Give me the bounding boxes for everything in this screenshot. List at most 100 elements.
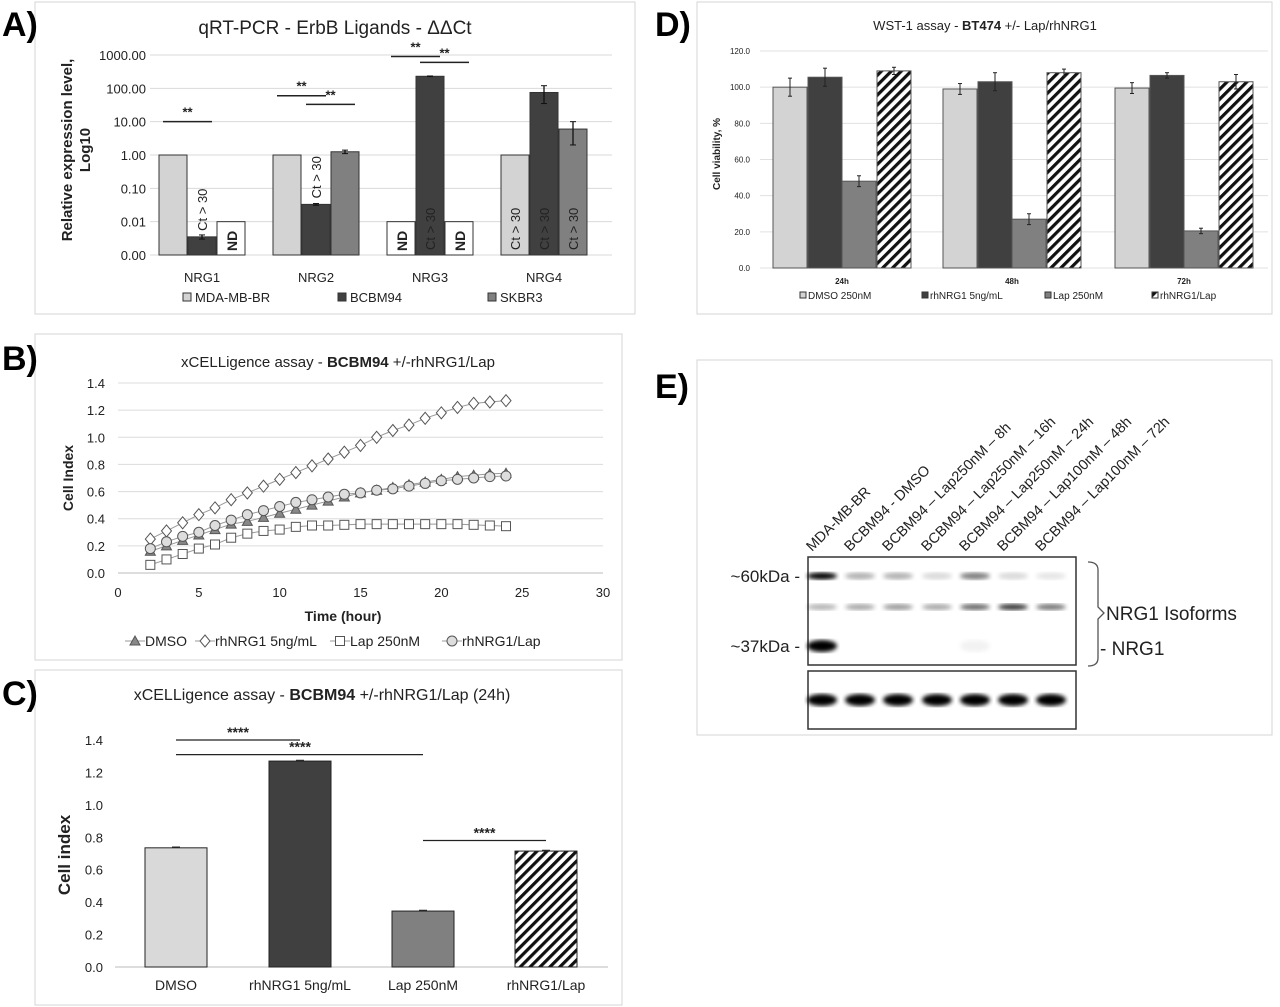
title-part: BCBM94 <box>327 354 389 371</box>
data-point-circle <box>419 477 431 489</box>
legend-marker <box>199 634 211 648</box>
legend-swatch <box>487 292 497 302</box>
marker-37kda: ~37kDa - <box>731 637 800 656</box>
x-tick-label: NRG2 <box>298 270 334 285</box>
band-loading-control <box>1036 694 1066 706</box>
data-point-circle <box>290 496 302 508</box>
data-point-circle <box>161 536 172 548</box>
legend-swatch <box>921 291 929 299</box>
x-tick-label: 24h <box>835 277 849 286</box>
significance-label: ** <box>182 105 193 120</box>
bar <box>876 70 912 269</box>
data-point-circle <box>387 483 399 495</box>
band-37kda <box>807 640 837 652</box>
y-axis-label-line: Log10 <box>77 128 94 172</box>
y-tick-label: 100.00 <box>106 81 146 96</box>
data-point-circle <box>177 530 189 542</box>
band-isoform <box>1036 604 1066 610</box>
legend-swatch <box>799 291 807 299</box>
y-tick-label: 120.0 <box>730 47 751 56</box>
data-point-diamond <box>241 486 253 500</box>
data-point-diamond <box>354 438 367 453</box>
legend-label: DMSO <box>145 633 187 649</box>
band-37kda <box>960 640 990 652</box>
data-point-triangle <box>257 511 270 522</box>
legend-label: BCBM94 <box>350 290 402 305</box>
nrg1-label: - NRG1 <box>1100 639 1164 660</box>
legend-label: rhNRG1/Lap <box>462 633 541 649</box>
legend-label: DMSO 250nM <box>808 291 871 302</box>
y-tick-label: 1.0 <box>87 430 105 445</box>
x-tick-label: DMSO <box>155 977 197 993</box>
legend-marker <box>129 634 141 646</box>
y-tick-label: 0.4 <box>85 895 103 910</box>
data-point-circle <box>435 475 447 487</box>
data-point-square <box>258 525 269 536</box>
data-point-circle <box>241 509 253 521</box>
significance-label: ** <box>296 79 307 94</box>
legend-swatch <box>1151 291 1159 299</box>
data-point-diamond <box>371 430 383 445</box>
bar <box>942 88 978 269</box>
y-tick-label: 0.2 <box>87 539 105 554</box>
nd-bar <box>216 221 246 256</box>
data-point-square <box>468 519 479 530</box>
title-part: WST-1 assay - <box>873 18 962 33</box>
legend-label: MDA-MB-BR <box>195 290 270 305</box>
y-axis-label: Relative expression level,Log10 <box>59 59 94 242</box>
y-tick-label: 80.0 <box>734 119 750 128</box>
bar <box>807 76 843 269</box>
data-point-square <box>387 519 398 530</box>
x-axis-label: Time (hour) <box>305 608 382 624</box>
x-tick-label: rhNRG1 5ng/mL <box>249 977 351 993</box>
y-tick-label: 0.8 <box>85 830 103 845</box>
data-point-square <box>226 532 237 543</box>
bar-annotation: Ct > 30 <box>423 208 438 250</box>
y-tick-label: 10.00 <box>113 115 146 130</box>
data-point-diamond <box>274 472 286 487</box>
x-tick-label: 20 <box>434 585 448 600</box>
data-point-circle <box>306 494 318 506</box>
y-tick-label: 1.4 <box>87 376 105 391</box>
band-loading-control <box>960 694 990 706</box>
significance-label: **** <box>227 724 249 740</box>
title-part: +/-rhNRG1/Lap <box>389 354 495 371</box>
bar <box>1183 230 1219 269</box>
data-point-triangle <box>273 507 286 518</box>
nd-bar <box>444 221 474 256</box>
data-point-square <box>161 554 172 565</box>
data-point-square <box>339 519 350 530</box>
y-tick-label: 0.10 <box>121 181 146 196</box>
data-point-circle <box>193 526 205 538</box>
bar <box>977 81 1013 269</box>
x-tick-label: NRG4 <box>526 270 562 285</box>
panel-label-c: C) <box>2 675 38 713</box>
data-point-square <box>371 519 382 530</box>
bar <box>1149 74 1185 269</box>
title-part: +/- Lap/rhNRG1 <box>1001 18 1097 33</box>
bar-annotation: Ct > 30 <box>537 208 552 250</box>
y-tick-label: 1.00 <box>121 148 146 163</box>
marker-60kda: ~60kDa - <box>731 567 800 586</box>
data-point-circle <box>209 520 221 531</box>
data-point-diamond <box>290 465 302 480</box>
band-loading-control <box>883 694 913 706</box>
bar <box>500 154 530 256</box>
title-part: xCELLigence assay - <box>181 354 327 371</box>
x-tick-label: 5 <box>195 585 202 600</box>
bar <box>391 910 455 968</box>
band-loading-control <box>922 694 952 706</box>
data-point-square <box>177 549 188 559</box>
data-point-square <box>420 519 431 530</box>
y-axis-label-line: Relative expression level, <box>59 59 76 242</box>
bar-annotation: Ct > 30 <box>566 208 581 250</box>
band-isoform <box>883 604 913 610</box>
data-point-diamond <box>209 501 221 515</box>
bar <box>158 154 188 256</box>
significance-label: **** <box>289 739 311 755</box>
band-loading-control <box>998 694 1028 706</box>
y-axis-label: Cell Index <box>60 445 76 511</box>
chart-title: qRT-PCR - ErbB Ligands - ΔΔCt <box>198 18 472 39</box>
y-tick-label: 1.4 <box>85 733 103 748</box>
